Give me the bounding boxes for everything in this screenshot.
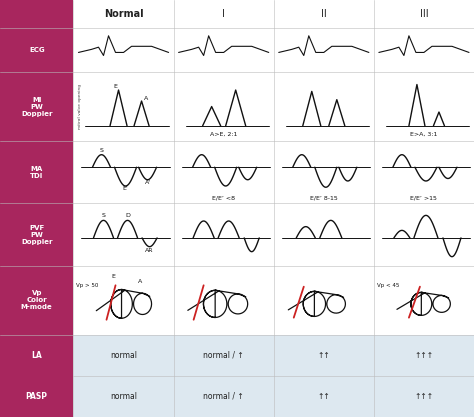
Text: E: E [113, 84, 117, 89]
Text: E/E’ >15: E/E’ >15 [410, 195, 438, 200]
Text: normal: normal [110, 392, 137, 401]
Text: III: III [419, 9, 428, 19]
Text: S: S [100, 148, 103, 153]
Text: ↑↑: ↑↑ [318, 351, 330, 360]
Text: MA
TDI: MA TDI [30, 166, 43, 179]
Text: normal / ↑: normal / ↑ [203, 351, 244, 360]
Text: II: II [321, 9, 327, 19]
Text: PVF
PW
Doppler: PVF PW Doppler [21, 225, 53, 245]
Text: I: I [222, 9, 225, 19]
Text: Vp
Color
M-mode: Vp Color M-mode [21, 291, 53, 310]
Text: E: E [111, 274, 116, 279]
Text: S: S [101, 213, 105, 218]
Text: ↑↑: ↑↑ [318, 392, 330, 401]
Text: D: D [125, 213, 130, 218]
Bar [73, 0, 474, 335]
Text: LA: LA [31, 351, 42, 360]
Text: ECG: ECG [29, 47, 45, 53]
Text: Vp < 45: Vp < 45 [377, 283, 399, 288]
Text: A: A [138, 279, 143, 284]
Text: mitral valve opening: mitral valve opening [79, 84, 82, 129]
Text: MI
PW
Doppler: MI PW Doppler [21, 97, 53, 116]
Text: ↑↑↑: ↑↑↑ [414, 351, 434, 360]
Text: AR: AR [146, 248, 154, 253]
Text: A: A [144, 95, 148, 100]
Text: Vp > 50: Vp > 50 [76, 283, 99, 288]
Text: A>E, 2:1: A>E, 2:1 [210, 132, 237, 137]
Text: Normal: Normal [104, 9, 143, 19]
Text: A': A' [145, 180, 151, 185]
Text: E/E’ 8-15: E/E’ 8-15 [310, 195, 337, 200]
Text: normal: normal [110, 351, 137, 360]
Text: E': E' [123, 186, 128, 191]
Text: PASP: PASP [26, 392, 48, 401]
Bar [73, 335, 474, 417]
Text: normal / ↑: normal / ↑ [203, 392, 244, 401]
Text: E/E’ <8: E/E’ <8 [212, 195, 235, 200]
Text: E>A, 3:1: E>A, 3:1 [410, 132, 438, 137]
Bar [0, 0, 73, 417]
Text: ↑↑↑: ↑↑↑ [414, 392, 434, 401]
